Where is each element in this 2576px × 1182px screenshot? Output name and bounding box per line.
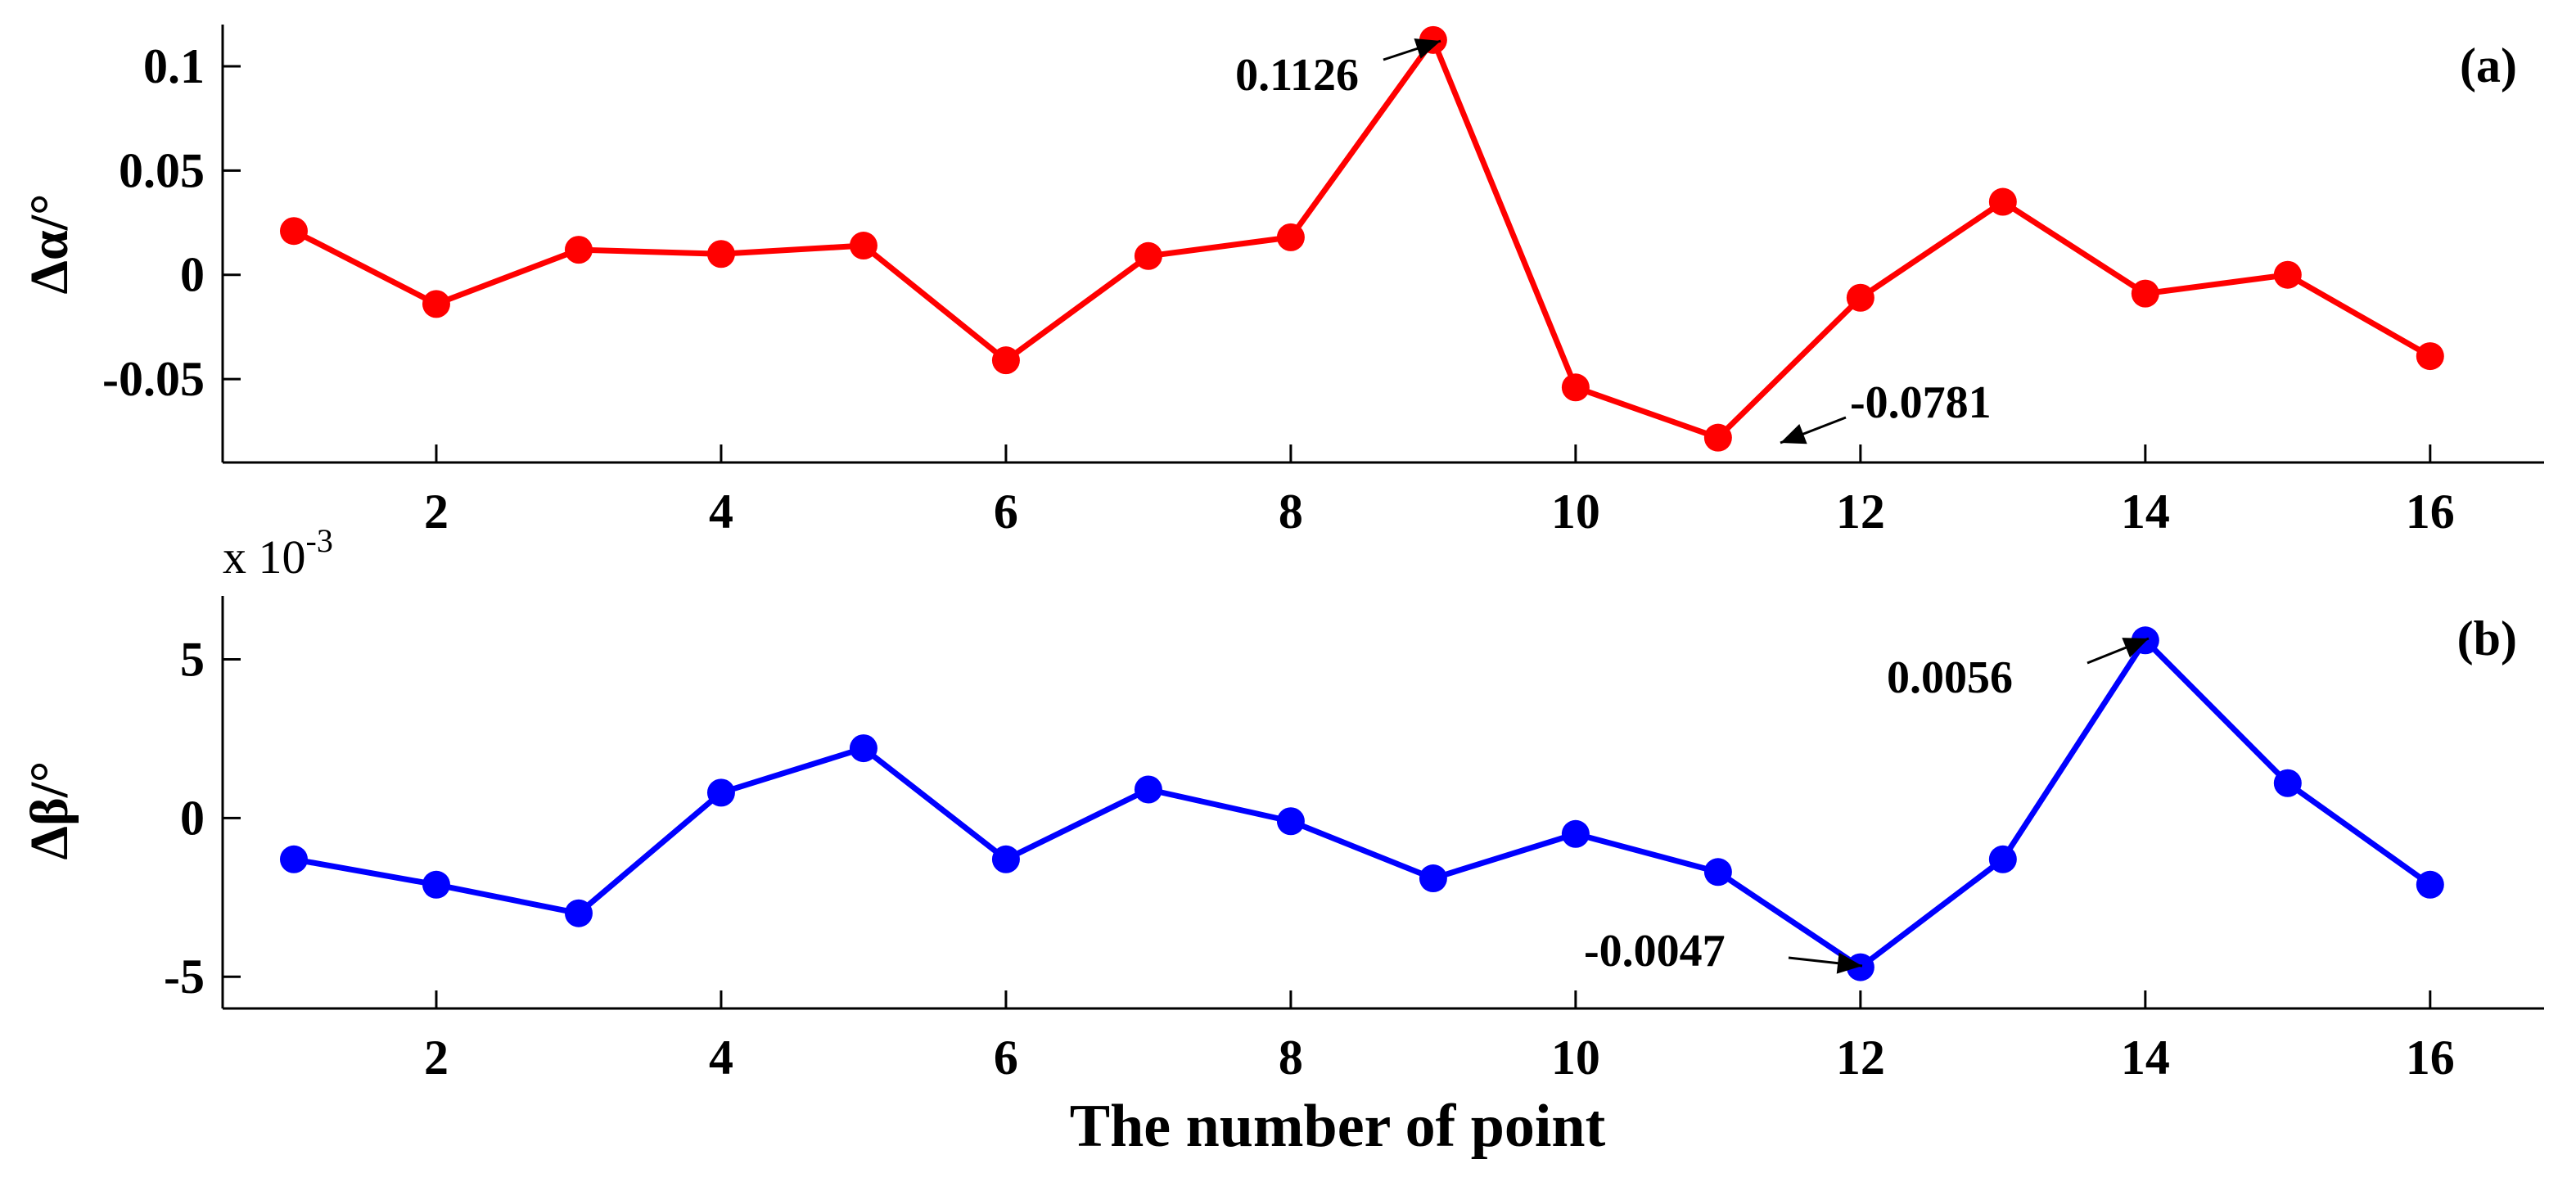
panel-a-ytick-label: 0.1 xyxy=(143,39,205,93)
panel-b-data-point xyxy=(1846,953,1874,981)
panel-b-data-point xyxy=(2273,769,2302,797)
panel-b-annotations: 0.0056 -0.0047 xyxy=(1584,637,2150,977)
panel-b-y-exponent: x 10-3 xyxy=(223,522,333,584)
panel-b-annotation-arrow-head xyxy=(2122,638,2149,658)
panel-a-xtick-label: 6 xyxy=(994,485,1018,539)
panel-b-ylabel: Δβ/° xyxy=(20,761,79,860)
panel-b-data-point xyxy=(991,845,1020,873)
panel-b-data-point xyxy=(706,778,735,807)
panel-b-data-point xyxy=(1703,858,1732,886)
panel-b-axes xyxy=(221,596,2544,1010)
panel-a-data-point xyxy=(1846,283,1874,312)
panel-a-xtick-label: 10 xyxy=(1551,485,1600,539)
panel-a-series-line xyxy=(292,37,2432,441)
panel-b-data-point xyxy=(1988,845,2017,873)
panel-a-xtick-label: 4 xyxy=(709,485,733,539)
x-axis-label: The number of point xyxy=(1070,1093,1606,1160)
panel-b-ytick-label: 0 xyxy=(180,791,205,845)
panel-a-data-point xyxy=(564,236,593,264)
panel-a-data-point xyxy=(279,217,308,246)
panel-b-data-point xyxy=(422,870,450,899)
panel-b-data-point xyxy=(1134,775,1162,804)
panel-b-x-ticks: 2 4 6 8 10 12 14 16 xyxy=(424,990,2455,1085)
panel-a-data-point xyxy=(991,346,1020,375)
panel-b-beta-deviation: 5 0 -5 2 4 6 8 10 12 14 16 0.0056 -0.0047 (b) Δβ/°… xyxy=(20,522,2544,1085)
panel-b-xtick-label: 2 xyxy=(424,1031,449,1085)
panel-b-xtick-label: 16 xyxy=(2406,1031,2455,1085)
panel-b-xtick-label: 6 xyxy=(994,1031,1018,1085)
panel-a-data-point xyxy=(849,232,877,260)
panel-a-xtick-label: 8 xyxy=(1279,485,1303,539)
panel-b-xtick-label: 8 xyxy=(1279,1031,1303,1085)
panel-a-data-point xyxy=(2416,342,2444,371)
panel-a-x-ticks: 2 4 6 8 10 12 14 16 xyxy=(424,444,2455,539)
panel-a-data-point xyxy=(1276,223,1305,251)
panel-a-xtick-label: 14 xyxy=(2121,485,2170,539)
panel-a-y-ticks: 0.1 0.05 0 -0.05 xyxy=(102,39,241,406)
panel-b-data-point xyxy=(849,734,877,763)
panel-b-y-ticks: 5 0 -5 xyxy=(164,633,241,1004)
panel-a-ytick-label: -0.05 xyxy=(102,352,205,406)
panel-a-tag: (a) xyxy=(2460,38,2517,92)
panel-b-y-exponent-prefix: x 10 xyxy=(223,530,306,584)
panel-a-ytick-label: 0 xyxy=(180,248,205,302)
panel-b-xtick-label: 10 xyxy=(1551,1031,1600,1085)
panel-a-data-point xyxy=(422,290,450,318)
panel-a-annotation-label: -0.0781 xyxy=(1850,377,1992,428)
panel-a-annotation-label: 0.1126 xyxy=(1235,50,1359,101)
panel-a-data-point xyxy=(1561,373,1590,402)
panel-a-axes xyxy=(221,25,2544,464)
panel-a-data-point xyxy=(2131,279,2159,308)
panel-a-data-point xyxy=(2273,260,2302,289)
panel-b-data-point xyxy=(564,899,593,927)
panel-b-tag: (b) xyxy=(2457,611,2517,665)
panel-a-data-point xyxy=(1134,241,1162,270)
panel-b-ytick-label: 5 xyxy=(180,633,205,687)
panel-a-xtick-label: 16 xyxy=(2406,485,2455,539)
panel-b-data-point xyxy=(2416,870,2444,899)
panel-a-alpha-deviation: 0.1 0.05 0 -0.05 2 4 6 8 10 12 14 16 0.1126 -0.0781… xyxy=(20,25,2544,539)
panel-a-annotation-arrow-head xyxy=(1780,424,1807,444)
panel-a-data-point xyxy=(1988,187,2017,216)
panel-b-ytick-label: -5 xyxy=(164,950,205,1004)
panel-a-data-point xyxy=(706,240,735,268)
panel-b-xtick-label: 12 xyxy=(1836,1031,1885,1085)
panel-b-series-line xyxy=(293,637,2432,971)
panel-a-series xyxy=(279,25,2444,452)
panel-a-ytick-label: 0.05 xyxy=(119,143,205,197)
panel-a-ylabel: Δα/° xyxy=(20,194,79,295)
panel-a-xtick-label: 2 xyxy=(424,485,449,539)
panel-b-data-point xyxy=(1419,864,1447,893)
panel-b-series xyxy=(279,626,2444,981)
panel-b-y-exponent-power: -3 xyxy=(306,522,333,559)
panel-b-annotation-label: -0.0047 xyxy=(1584,926,1726,977)
panel-b-xtick-label: 4 xyxy=(709,1031,733,1085)
panel-b-annotation-arrow-head xyxy=(1836,952,1862,974)
panel-b-data-point xyxy=(279,845,308,873)
panel-a-annotations: 0.1126 -0.0781 xyxy=(1235,38,1992,444)
panel-a-xtick-label: 12 xyxy=(1836,485,1885,539)
panel-b-data-point xyxy=(1276,807,1305,836)
panel-b-annotation-label: 0.0056 xyxy=(1887,652,2013,703)
panel-b-data-point xyxy=(1561,819,1590,848)
panel-a-data-point xyxy=(1703,423,1732,452)
panel-b-xtick-label: 14 xyxy=(2121,1031,2170,1085)
panel-a-annotation-arrow-head xyxy=(1414,38,1441,59)
